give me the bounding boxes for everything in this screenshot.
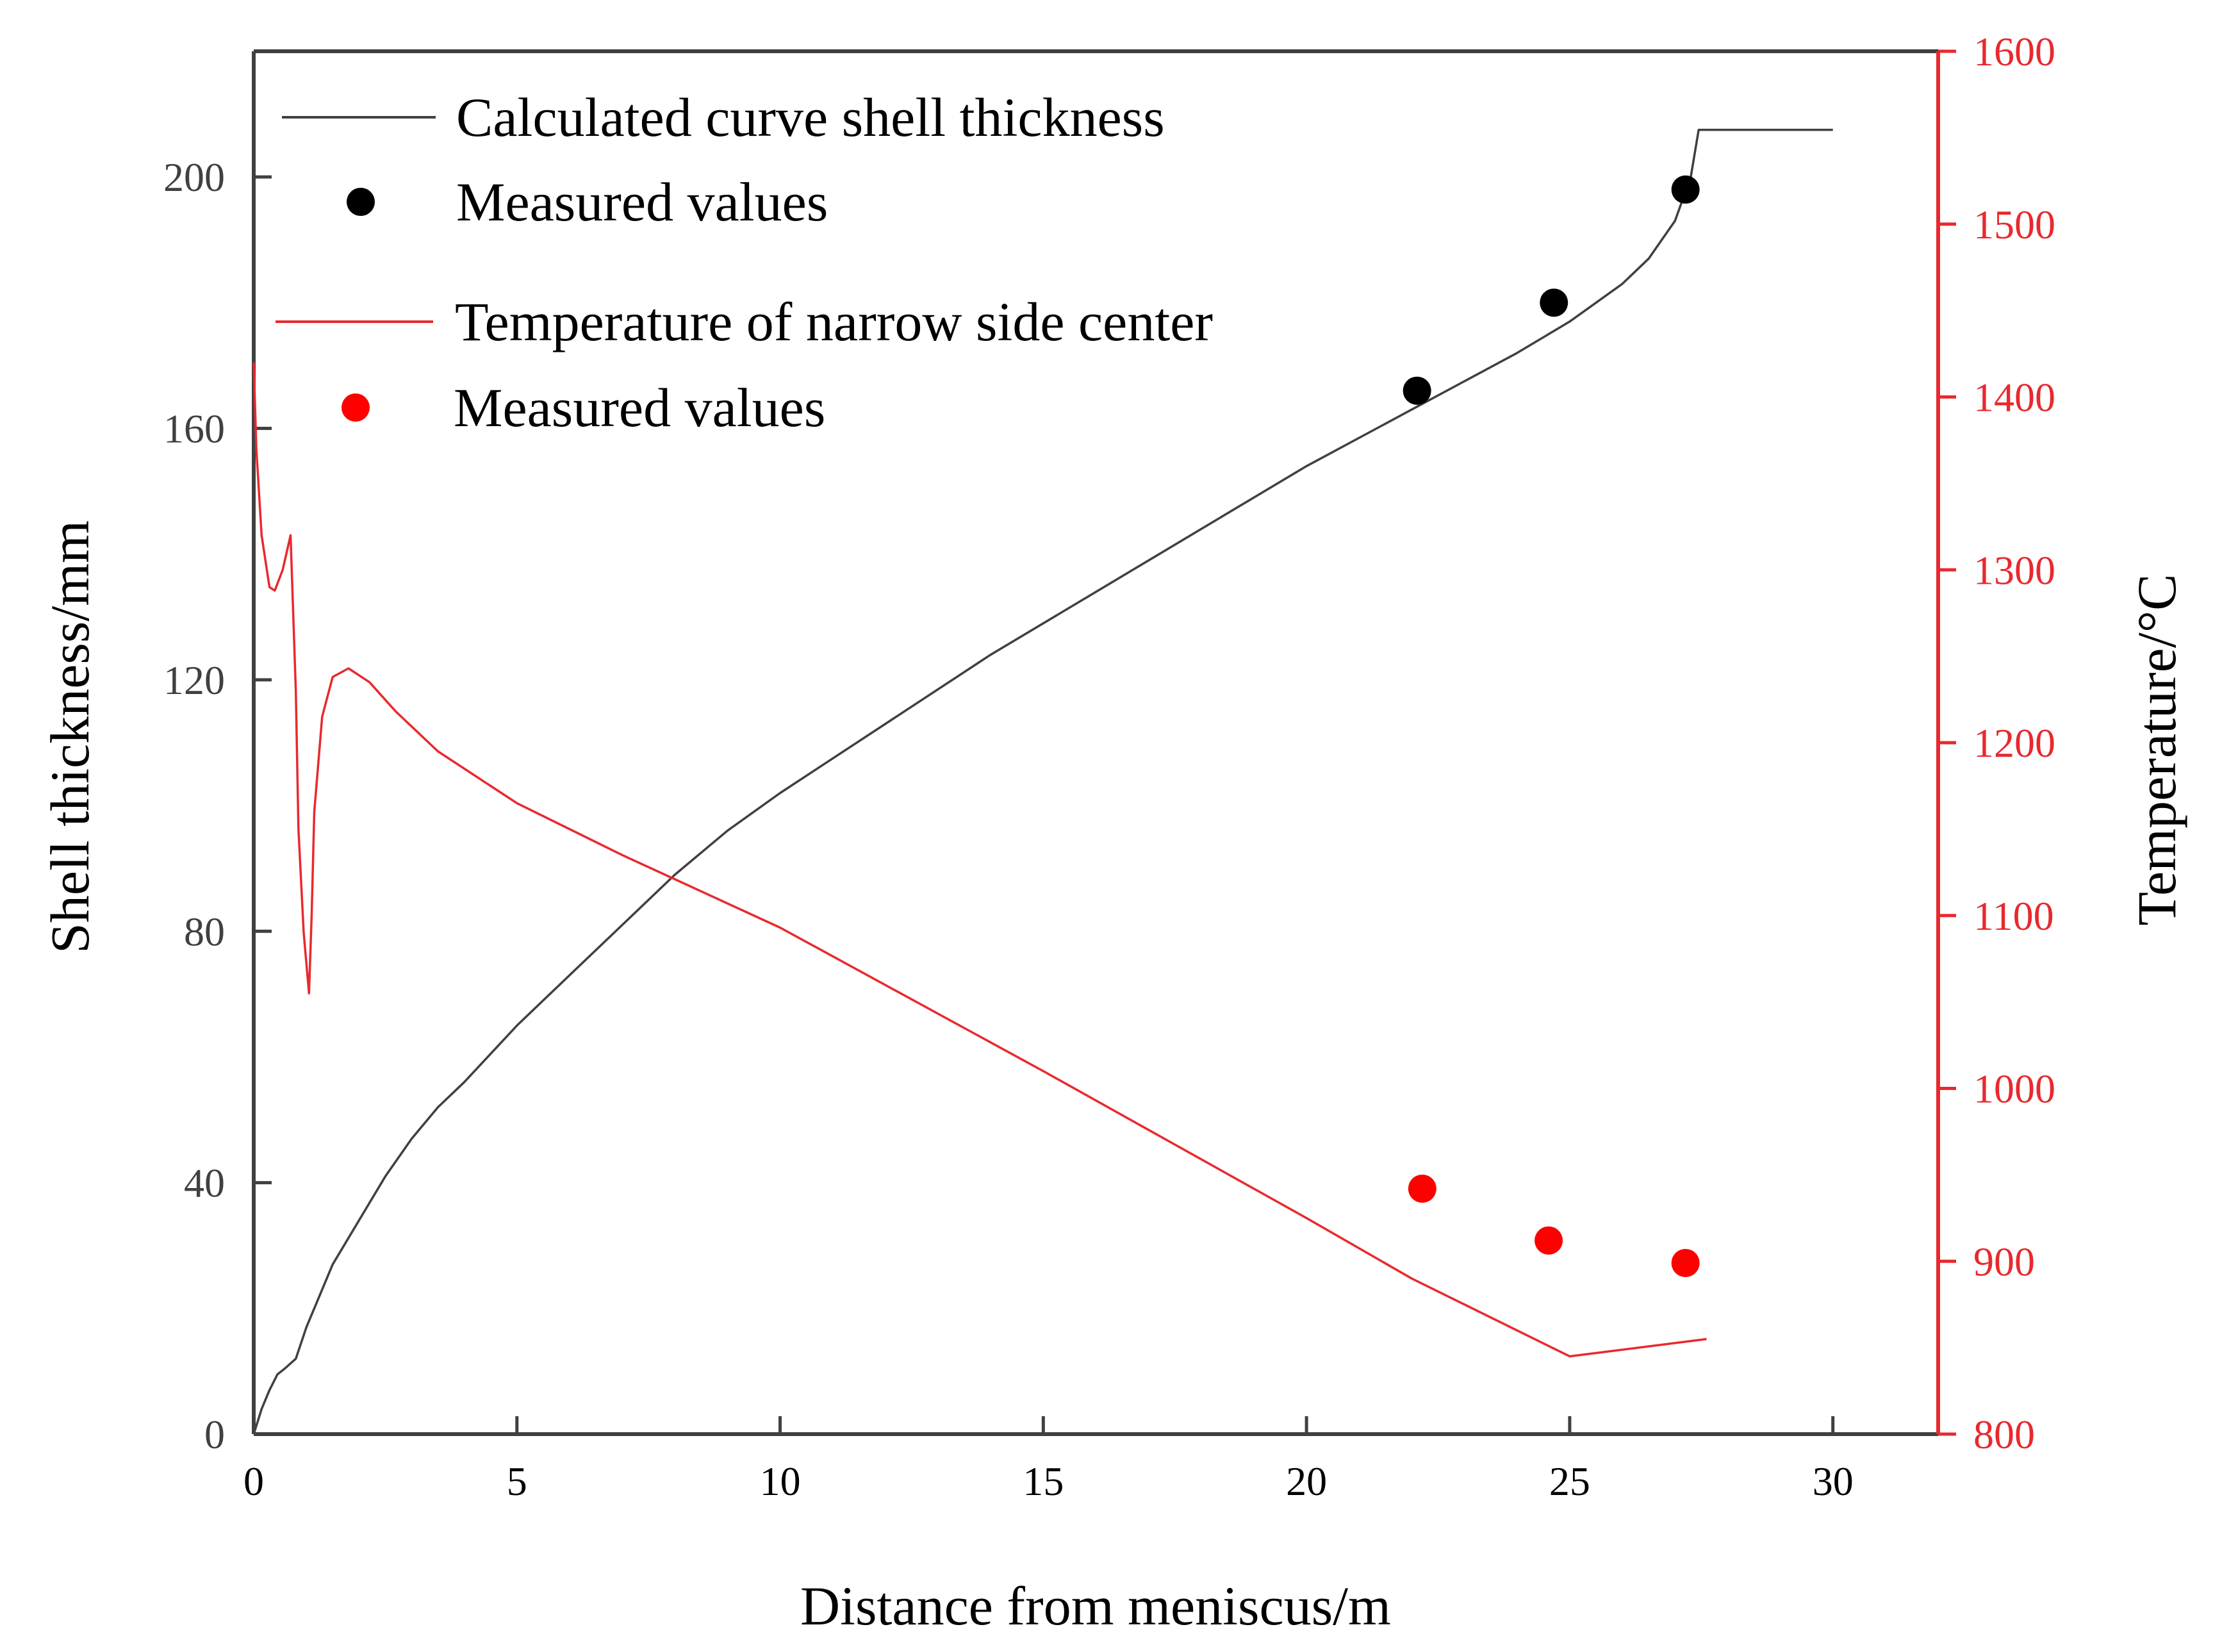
- legend-label-shell-line: Calculated curve shell thickness: [456, 87, 1165, 148]
- x-tick-label: 20: [1286, 1458, 1327, 1504]
- right-y-tick-label: 1300: [1973, 547, 2055, 593]
- measured-temperature-point: [1535, 1226, 1563, 1255]
- x-tick-label: 25: [1549, 1458, 1590, 1504]
- legend-label-measured-temperature: Measured values: [454, 377, 825, 438]
- x-tick-label: 30: [1813, 1458, 1854, 1504]
- right-y-tick-label: 900: [1973, 1239, 2035, 1284]
- left-y-tick-label: 120: [163, 657, 225, 703]
- measured-temperature-point: [1408, 1174, 1436, 1203]
- x-axis-title: Distance from meniscus/m: [800, 1575, 1391, 1637]
- right-y-ticks: 800 900 1000 1100 1200 1300 1400 1500 1600: [1938, 29, 2055, 1457]
- x-tick-label: 10: [760, 1458, 801, 1504]
- legend-swatch-measured-shell: [347, 188, 375, 216]
- measured-shell-point: [1403, 376, 1431, 405]
- measured-temperature-point: [1671, 1248, 1700, 1277]
- legend-swatch-measured-temperature: [342, 393, 370, 422]
- left-y-tick-label: 160: [163, 406, 225, 452]
- measured-shell-point: [1540, 288, 1568, 317]
- right-y-tick-label: 1500: [1973, 202, 2055, 247]
- right-y-tick-label: 800: [1973, 1412, 2035, 1457]
- left-y-tick-label: 0: [204, 1412, 225, 1457]
- shell-thickness-curve: [252, 128, 1833, 1435]
- left-y-ticks: 0 40 80 120 160 200: [163, 154, 272, 1457]
- legend-label-measured-shell: Measured values: [456, 171, 828, 233]
- x-tick-label: 0: [243, 1458, 264, 1504]
- series-layer: [252, 128, 1833, 1435]
- left-y-axis-title: Shell thickness/mm: [39, 520, 101, 954]
- right-y-axis-title: Temperature/°C: [2126, 574, 2187, 926]
- right-y-tick-label: 1000: [1973, 1066, 2055, 1112]
- measured-shell-point: [1671, 175, 1700, 204]
- right-y-tick-label: 1600: [1973, 29, 2055, 74]
- right-y-tick-label: 1100: [1973, 893, 2054, 939]
- left-y-tick-label: 80: [184, 909, 225, 954]
- x-ticks: 0 5 10 15 20 25 30: [243, 1416, 1854, 1504]
- legend: Calculated curve shell thickness Measure…: [276, 87, 1213, 438]
- right-y-tick-label: 1400: [1973, 375, 2055, 420]
- temperature-curve: [252, 362, 1707, 1358]
- x-tick-label: 15: [1023, 1458, 1064, 1504]
- legend-label-temperature-line: Temperature of narrow side center: [455, 291, 1213, 352]
- right-y-tick-label: 1200: [1973, 720, 2055, 766]
- x-tick-label: 5: [507, 1458, 527, 1504]
- left-y-tick-label: 40: [184, 1161, 225, 1206]
- left-y-tick-label: 200: [163, 154, 225, 200]
